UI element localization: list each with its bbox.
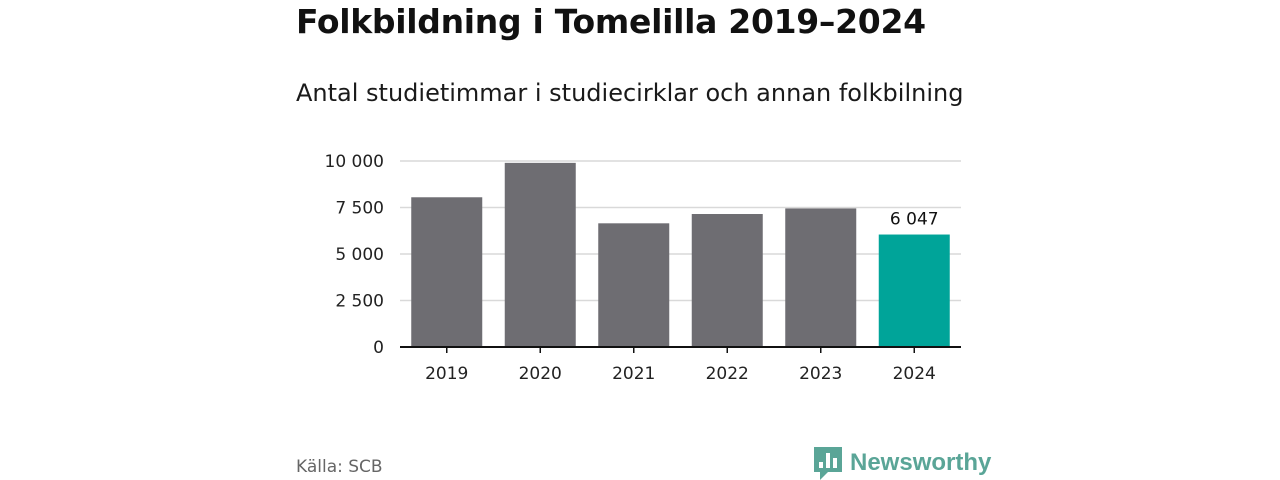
y-tick-label: 0 bbox=[373, 338, 384, 358]
y-tick-label: 5 000 bbox=[335, 245, 384, 265]
data-label: 6 047 bbox=[890, 210, 939, 230]
chart-subtitle: Antal studietimmar i studiecirklar och a… bbox=[296, 79, 964, 107]
x-tick-label: 2023 bbox=[799, 364, 842, 384]
bar-chart: 0 2 500 5 000 7 500 10 000 6 047 2019 2020 202… bbox=[325, 152, 961, 384]
x-tick-label: 2022 bbox=[706, 364, 749, 384]
brand-name: Newsworthy bbox=[850, 449, 992, 476]
bar-2021 bbox=[598, 223, 670, 347]
x-tick-label: 2021 bbox=[612, 364, 655, 384]
data-labels: 6 047 bbox=[890, 210, 939, 230]
chart-title: Folkbildning i Tomelilla 2019–2024 bbox=[296, 2, 926, 41]
brand-logo[interactable]: Newsworthy bbox=[814, 446, 991, 480]
bar-2024 bbox=[878, 234, 950, 347]
bars bbox=[411, 162, 950, 347]
x-tick-label: 2019 bbox=[425, 364, 468, 384]
newsworthy-logo-icon bbox=[814, 446, 842, 480]
bar-2019 bbox=[411, 197, 483, 347]
source-note: Källa: SCB bbox=[296, 457, 383, 477]
x-axis-ticks: 2019 2020 2021 2022 2023 2024 bbox=[425, 347, 936, 384]
y-tick-label: 7 500 bbox=[335, 199, 384, 219]
x-tick-label: 2020 bbox=[519, 364, 562, 384]
y-axis-ticks: 0 2 500 5 000 7 500 10 000 bbox=[325, 152, 384, 358]
x-tick-label: 2024 bbox=[893, 364, 936, 384]
bar-2023 bbox=[785, 208, 857, 347]
bar-2020 bbox=[504, 162, 576, 347]
y-tick-label: 10 000 bbox=[325, 152, 384, 172]
bar-2022 bbox=[691, 214, 763, 347]
grid-lines bbox=[400, 160, 961, 302]
y-tick-label: 2 500 bbox=[335, 292, 384, 312]
